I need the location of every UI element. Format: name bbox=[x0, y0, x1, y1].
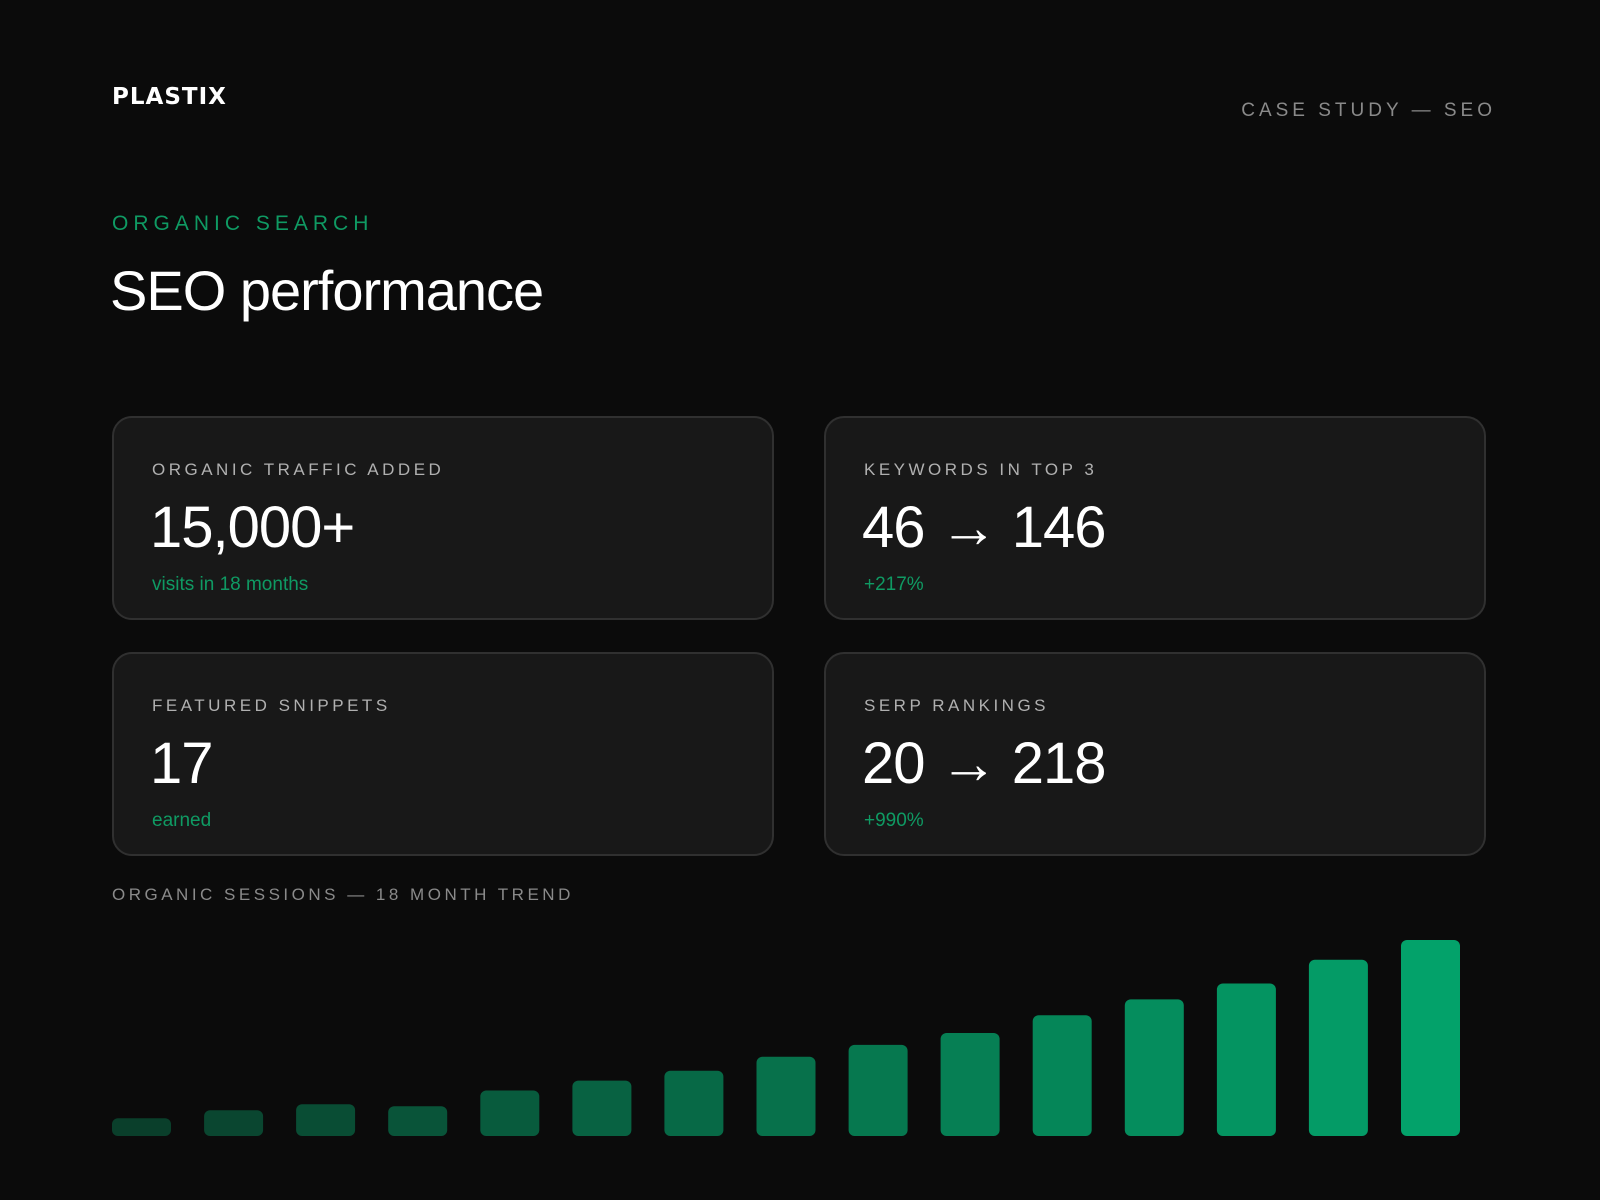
stat-value: 15,000+ bbox=[150, 495, 355, 560]
chart-bar bbox=[572, 1080, 632, 1136]
chart-title: ORGANIC SESSIONS — 18 MONTH TREND bbox=[112, 885, 574, 904]
stat-subtext: +990% bbox=[864, 810, 924, 831]
chart-bar bbox=[480, 1090, 540, 1136]
chart-bar bbox=[204, 1110, 264, 1136]
stat-card-organic-traffic: ORGANIC TRAFFIC ADDED 15,000+ visits in … bbox=[112, 416, 774, 620]
stat-label: SERP RANKINGS bbox=[864, 696, 1050, 715]
stat-card-featured-snippets: FEATURED SNIPPETS 17 earned bbox=[112, 652, 774, 856]
chart-bar bbox=[664, 1070, 724, 1136]
stat-subtext: visits in 18 months bbox=[152, 574, 309, 595]
stat-value: 46 → 146 bbox=[862, 495, 1107, 560]
chart-bar bbox=[1216, 983, 1276, 1136]
chart-bar bbox=[388, 1106, 448, 1136]
chart-bar bbox=[1032, 1015, 1092, 1136]
chart-bar bbox=[848, 1044, 908, 1136]
stat-card-keywords-top3: KEYWORDS IN TOP 3 46 → 146 +217% bbox=[824, 416, 1486, 620]
chart-bar bbox=[1124, 999, 1184, 1136]
case-study-label: CASE STUDY — SEO bbox=[1241, 100, 1496, 121]
stat-subtext: earned bbox=[152, 810, 212, 831]
stat-value: 20 → 218 bbox=[862, 731, 1107, 796]
stat-label: FEATURED SNIPPETS bbox=[152, 696, 391, 715]
stat-card-serp-rankings: SERP RANKINGS 20 → 218 +990% bbox=[824, 652, 1486, 856]
chart-bar bbox=[296, 1104, 356, 1136]
chart-bar bbox=[112, 1118, 171, 1136]
stat-value: 17 bbox=[150, 731, 214, 796]
chart-bar bbox=[1308, 959, 1368, 1136]
stat-label: KEYWORDS IN TOP 3 bbox=[864, 460, 1098, 479]
chart-bar bbox=[1401, 940, 1460, 1136]
chart-bar bbox=[940, 1033, 1000, 1136]
stat-label: ORGANIC TRAFFIC ADDED bbox=[152, 460, 445, 479]
chart-bar bbox=[756, 1056, 816, 1136]
stat-subtext: +217% bbox=[864, 574, 924, 595]
page-title: SEO performance bbox=[110, 259, 544, 322]
brand-logo: PLASTIX bbox=[112, 84, 227, 110]
section-eyebrow: ORGANIC SEARCH bbox=[112, 212, 374, 235]
